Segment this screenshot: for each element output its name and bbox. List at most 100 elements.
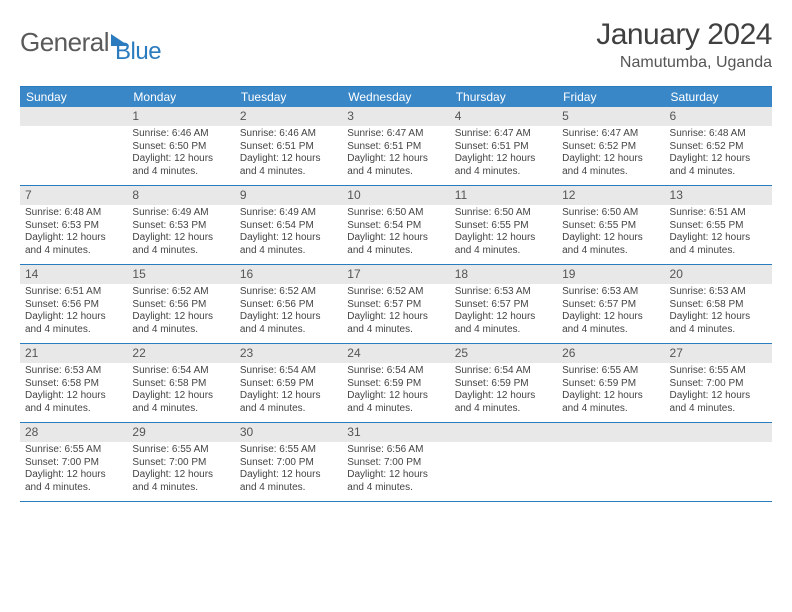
calendar-cell: 16Sunrise: 6:52 AMSunset: 6:56 PMDayligh… xyxy=(235,265,342,343)
day-number: 30 xyxy=(235,423,342,442)
day-header-row: Sunday Monday Tuesday Wednesday Thursday… xyxy=(20,87,772,107)
day-detail: Sunrise: 6:47 AMSunset: 6:51 PMDaylight:… xyxy=(342,126,449,182)
day-detail: Sunrise: 6:46 AMSunset: 6:50 PMDaylight:… xyxy=(127,126,234,182)
day-detail: Sunrise: 6:48 AMSunset: 6:52 PMDaylight:… xyxy=(665,126,772,182)
day-detail: Sunrise: 6:50 AMSunset: 6:54 PMDaylight:… xyxy=(342,205,449,261)
calendar-cell: 14Sunrise: 6:51 AMSunset: 6:56 PMDayligh… xyxy=(20,265,127,343)
day-header: Wednesday xyxy=(342,87,449,107)
logo: General Blue xyxy=(20,18,161,66)
day-detail: Sunrise: 6:53 AMSunset: 6:57 PMDaylight:… xyxy=(450,284,557,340)
day-number: 29 xyxy=(127,423,234,442)
day-header: Friday xyxy=(557,87,664,107)
calendar-cell: 3Sunrise: 6:47 AMSunset: 6:51 PMDaylight… xyxy=(342,107,449,185)
calendar: Sunday Monday Tuesday Wednesday Thursday… xyxy=(20,86,772,502)
day-number: 6 xyxy=(665,107,772,126)
day-detail: Sunrise: 6:55 AMSunset: 7:00 PMDaylight:… xyxy=(665,363,772,419)
location: Namutumba, Uganda xyxy=(596,54,772,72)
day-detail: Sunrise: 6:53 AMSunset: 6:57 PMDaylight:… xyxy=(557,284,664,340)
title-block: January 2024 Namutumba, Uganda xyxy=(596,18,772,72)
header: General Blue January 2024 Namutumba, Uga… xyxy=(20,18,772,72)
day-number: 12 xyxy=(557,186,664,205)
day-detail: Sunrise: 6:52 AMSunset: 6:56 PMDaylight:… xyxy=(127,284,234,340)
calendar-cell: 28Sunrise: 6:55 AMSunset: 7:00 PMDayligh… xyxy=(20,423,127,501)
day-number: 14 xyxy=(20,265,127,284)
day-number: 21 xyxy=(20,344,127,363)
day-number: 15 xyxy=(127,265,234,284)
day-detail: Sunrise: 6:55 AMSunset: 6:59 PMDaylight:… xyxy=(557,363,664,419)
calendar-cell: 1Sunrise: 6:46 AMSunset: 6:50 PMDaylight… xyxy=(127,107,234,185)
day-number-empty xyxy=(20,107,127,126)
calendar-cell: 2Sunrise: 6:46 AMSunset: 6:51 PMDaylight… xyxy=(235,107,342,185)
day-number: 16 xyxy=(235,265,342,284)
day-detail: Sunrise: 6:49 AMSunset: 6:54 PMDaylight:… xyxy=(235,205,342,261)
day-number: 26 xyxy=(557,344,664,363)
day-detail: Sunrise: 6:52 AMSunset: 6:57 PMDaylight:… xyxy=(342,284,449,340)
day-number: 1 xyxy=(127,107,234,126)
calendar-cell: 13Sunrise: 6:51 AMSunset: 6:55 PMDayligh… xyxy=(665,186,772,264)
calendar-week: 14Sunrise: 6:51 AMSunset: 6:56 PMDayligh… xyxy=(20,265,772,344)
calendar-cell: 27Sunrise: 6:55 AMSunset: 7:00 PMDayligh… xyxy=(665,344,772,422)
day-number: 22 xyxy=(127,344,234,363)
calendar-cell: 24Sunrise: 6:54 AMSunset: 6:59 PMDayligh… xyxy=(342,344,449,422)
day-detail: Sunrise: 6:46 AMSunset: 6:51 PMDaylight:… xyxy=(235,126,342,182)
day-detail: Sunrise: 6:52 AMSunset: 6:56 PMDaylight:… xyxy=(235,284,342,340)
day-detail: Sunrise: 6:54 AMSunset: 6:59 PMDaylight:… xyxy=(342,363,449,419)
day-detail: Sunrise: 6:47 AMSunset: 6:51 PMDaylight:… xyxy=(450,126,557,182)
day-detail: Sunrise: 6:53 AMSunset: 6:58 PMDaylight:… xyxy=(665,284,772,340)
day-header: Monday xyxy=(127,87,234,107)
calendar-cell: 20Sunrise: 6:53 AMSunset: 6:58 PMDayligh… xyxy=(665,265,772,343)
day-number: 10 xyxy=(342,186,449,205)
day-number: 13 xyxy=(665,186,772,205)
day-detail: Sunrise: 6:51 AMSunset: 6:56 PMDaylight:… xyxy=(20,284,127,340)
day-number: 4 xyxy=(450,107,557,126)
calendar-cell: 21Sunrise: 6:53 AMSunset: 6:58 PMDayligh… xyxy=(20,344,127,422)
day-number: 3 xyxy=(342,107,449,126)
day-number: 27 xyxy=(665,344,772,363)
calendar-cell: 26Sunrise: 6:55 AMSunset: 6:59 PMDayligh… xyxy=(557,344,664,422)
calendar-cell xyxy=(20,107,127,185)
calendar-cell: 23Sunrise: 6:54 AMSunset: 6:59 PMDayligh… xyxy=(235,344,342,422)
day-header: Thursday xyxy=(450,87,557,107)
calendar-cell: 4Sunrise: 6:47 AMSunset: 6:51 PMDaylight… xyxy=(450,107,557,185)
day-number: 28 xyxy=(20,423,127,442)
calendar-cell: 5Sunrise: 6:47 AMSunset: 6:52 PMDaylight… xyxy=(557,107,664,185)
calendar-cell: 8Sunrise: 6:49 AMSunset: 6:53 PMDaylight… xyxy=(127,186,234,264)
calendar-cell xyxy=(557,423,664,501)
day-number: 9 xyxy=(235,186,342,205)
day-detail: Sunrise: 6:49 AMSunset: 6:53 PMDaylight:… xyxy=(127,205,234,261)
calendar-cell: 19Sunrise: 6:53 AMSunset: 6:57 PMDayligh… xyxy=(557,265,664,343)
day-header: Sunday xyxy=(20,87,127,107)
day-number: 23 xyxy=(235,344,342,363)
calendar-cell: 31Sunrise: 6:56 AMSunset: 7:00 PMDayligh… xyxy=(342,423,449,501)
calendar-week: 1Sunrise: 6:46 AMSunset: 6:50 PMDaylight… xyxy=(20,107,772,186)
day-number: 7 xyxy=(20,186,127,205)
calendar-cell: 22Sunrise: 6:54 AMSunset: 6:58 PMDayligh… xyxy=(127,344,234,422)
day-detail: Sunrise: 6:55 AMSunset: 7:00 PMDaylight:… xyxy=(127,442,234,498)
day-number: 24 xyxy=(342,344,449,363)
calendar-week: 21Sunrise: 6:53 AMSunset: 6:58 PMDayligh… xyxy=(20,344,772,423)
day-detail: Sunrise: 6:50 AMSunset: 6:55 PMDaylight:… xyxy=(557,205,664,261)
day-number: 31 xyxy=(342,423,449,442)
day-number-empty xyxy=(557,423,664,442)
calendar-week: 28Sunrise: 6:55 AMSunset: 7:00 PMDayligh… xyxy=(20,423,772,502)
day-number: 25 xyxy=(450,344,557,363)
calendar-body: 1Sunrise: 6:46 AMSunset: 6:50 PMDaylight… xyxy=(20,107,772,502)
day-detail: Sunrise: 6:51 AMSunset: 6:55 PMDaylight:… xyxy=(665,205,772,261)
calendar-cell: 18Sunrise: 6:53 AMSunset: 6:57 PMDayligh… xyxy=(450,265,557,343)
day-detail: Sunrise: 6:56 AMSunset: 7:00 PMDaylight:… xyxy=(342,442,449,498)
day-detail: Sunrise: 6:48 AMSunset: 6:53 PMDaylight:… xyxy=(20,205,127,261)
day-detail: Sunrise: 6:55 AMSunset: 7:00 PMDaylight:… xyxy=(20,442,127,498)
logo-word2: Blue xyxy=(115,38,161,66)
day-number-empty xyxy=(450,423,557,442)
calendar-cell: 10Sunrise: 6:50 AMSunset: 6:54 PMDayligh… xyxy=(342,186,449,264)
day-number: 19 xyxy=(557,265,664,284)
day-detail: Sunrise: 6:50 AMSunset: 6:55 PMDaylight:… xyxy=(450,205,557,261)
calendar-cell xyxy=(665,423,772,501)
day-number-empty xyxy=(665,423,772,442)
calendar-cell: 15Sunrise: 6:52 AMSunset: 6:56 PMDayligh… xyxy=(127,265,234,343)
logo-word1: General xyxy=(20,27,109,58)
day-number: 20 xyxy=(665,265,772,284)
calendar-cell: 11Sunrise: 6:50 AMSunset: 6:55 PMDayligh… xyxy=(450,186,557,264)
calendar-cell: 12Sunrise: 6:50 AMSunset: 6:55 PMDayligh… xyxy=(557,186,664,264)
day-detail: Sunrise: 6:54 AMSunset: 6:59 PMDaylight:… xyxy=(450,363,557,419)
